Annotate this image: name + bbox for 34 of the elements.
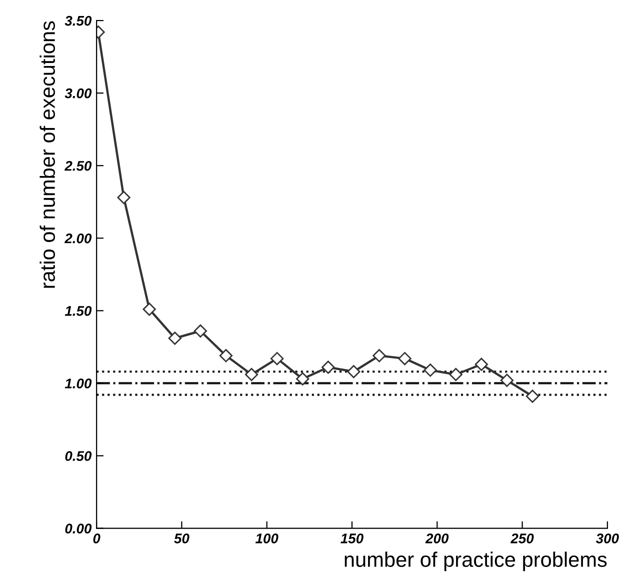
point — [194, 324, 208, 338]
x-tick-label: 100 — [255, 534, 278, 544]
point — [474, 358, 488, 371]
y-tick-label: 3.00 — [64, 88, 92, 98]
point — [142, 302, 156, 316]
y-tick-label: 2.00 — [64, 233, 92, 244]
point — [500, 374, 514, 387]
point — [168, 332, 182, 345]
point — [449, 368, 462, 382]
y-axis-title: ratio of number of executions — [40, 21, 55, 288]
x-axis-title: number of practice problems — [344, 552, 607, 572]
point — [117, 190, 130, 204]
point — [219, 349, 233, 362]
y-tick-label: 0.50 — [65, 451, 92, 461]
point — [322, 360, 335, 374]
x-tick-label: 250 — [510, 534, 534, 544]
point — [398, 352, 412, 366]
x-tick-label: 0 — [93, 534, 100, 544]
y-tick-label: 0.00 — [65, 524, 92, 534]
y-tick-label: 2.50 — [64, 160, 92, 171]
y-tick-label: 3.50 — [64, 16, 92, 26]
x-tick-label: 300 — [596, 534, 619, 544]
y-tick-label: 1.00 — [64, 378, 92, 388]
point — [526, 390, 540, 403]
point — [372, 349, 386, 362]
point — [244, 368, 258, 382]
point — [347, 365, 360, 378]
x-tick-label: 150 — [340, 534, 364, 544]
point — [296, 372, 310, 386]
x-tick-label: 200 — [425, 534, 449, 544]
point — [270, 352, 284, 366]
x-tick-label: 50 — [174, 534, 190, 544]
y-tick-label: 1.50 — [64, 306, 92, 316]
point — [424, 364, 437, 377]
